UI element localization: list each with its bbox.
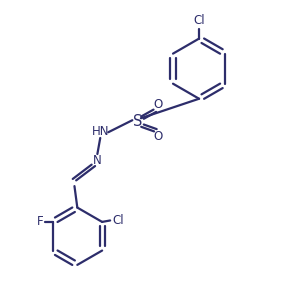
Text: O: O bbox=[153, 130, 163, 143]
Text: N: N bbox=[93, 154, 102, 167]
Text: HN: HN bbox=[91, 125, 109, 138]
Text: S: S bbox=[133, 114, 142, 129]
Text: Cl: Cl bbox=[193, 13, 205, 27]
Text: F: F bbox=[37, 215, 43, 228]
Text: O: O bbox=[153, 98, 162, 111]
Text: Cl: Cl bbox=[112, 214, 124, 227]
